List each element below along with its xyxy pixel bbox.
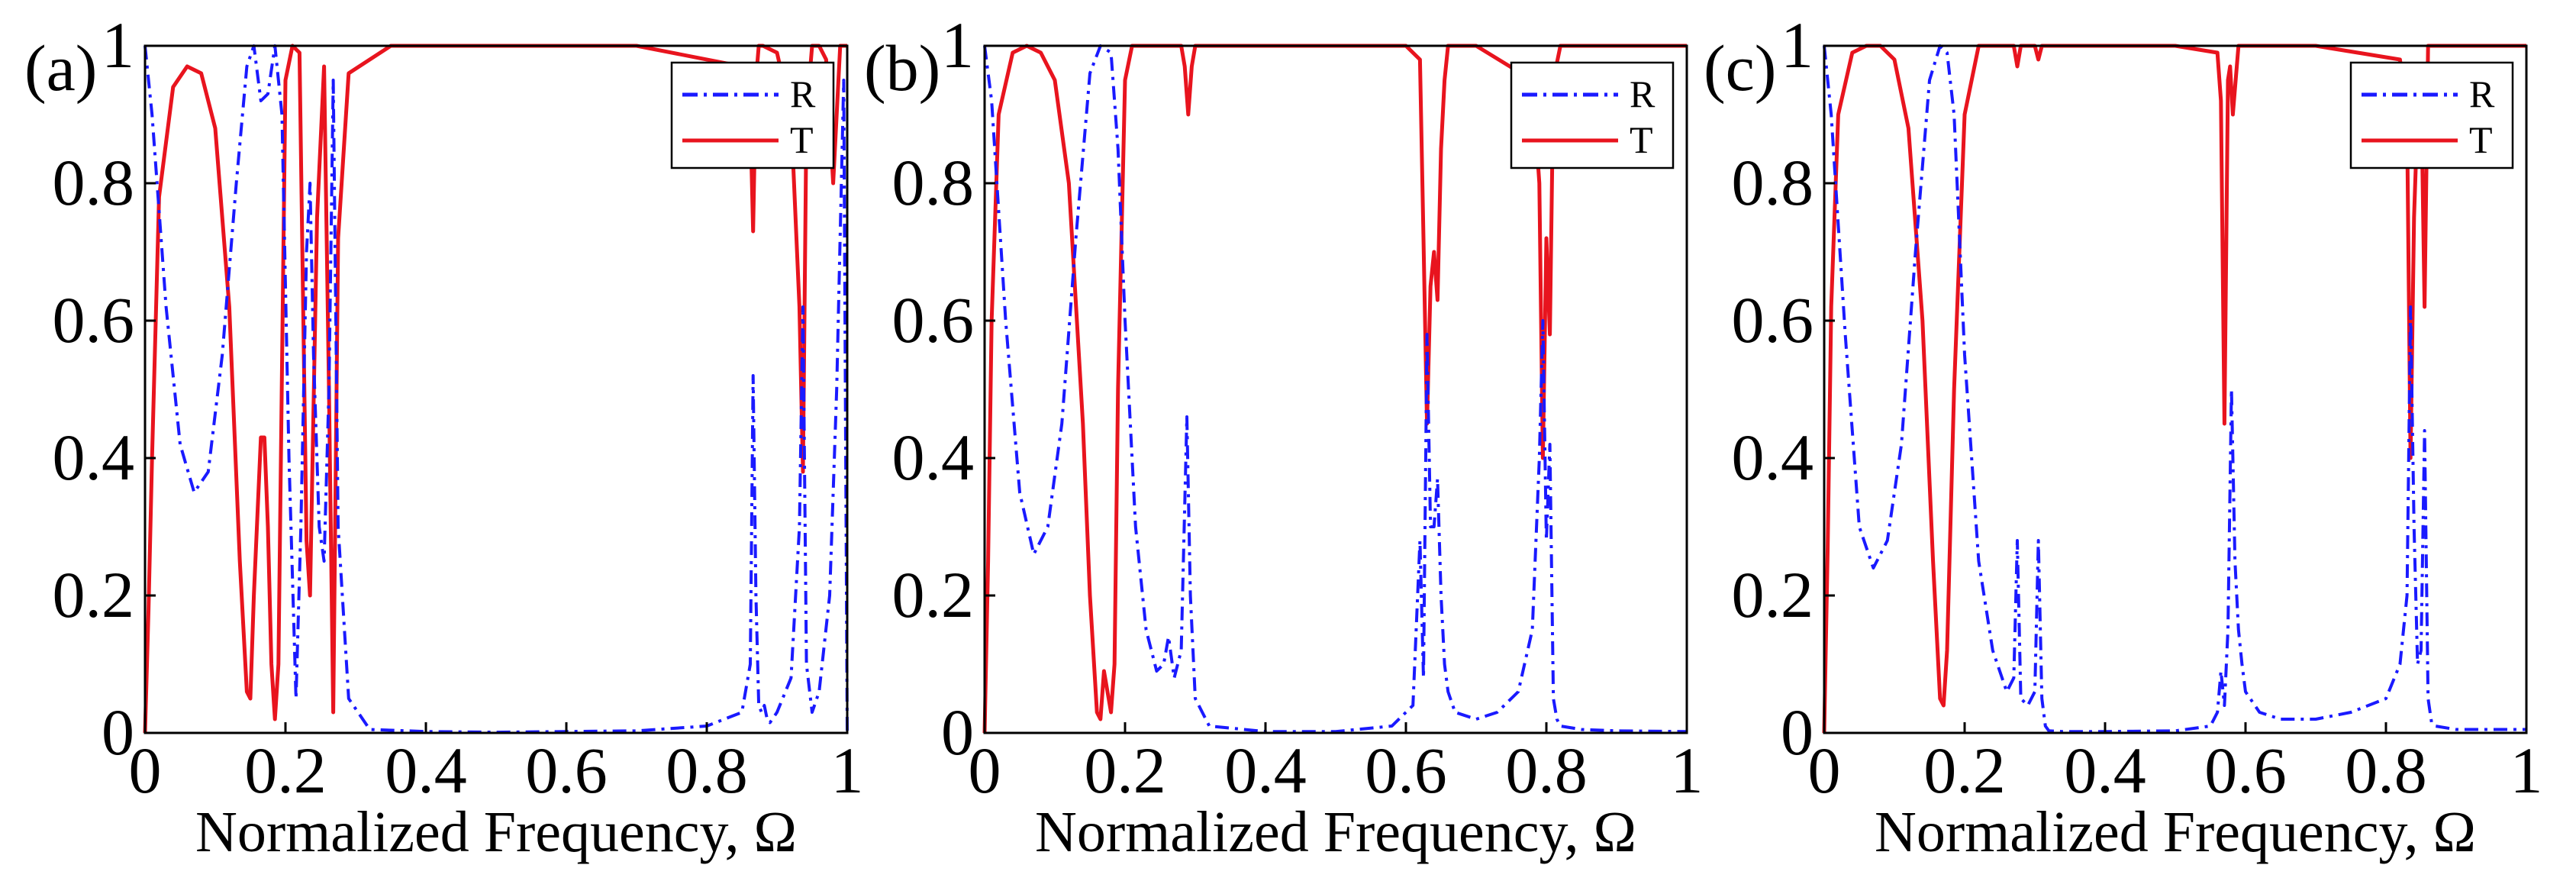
x-tick-label: 1: [2510, 734, 2543, 807]
y-tick-label: 0.8: [1732, 146, 1814, 219]
panel-label: (c): [1704, 31, 1776, 105]
y-tick-label: 1: [941, 8, 974, 82]
x-tick-label: 0.8: [666, 734, 748, 807]
y-tick-label: 0.4: [892, 421, 975, 494]
tick-layer: 0 0.2 0.4 0.6 0.8 1 0 0.2 0.4 0.6 0.8 1: [53, 8, 864, 807]
x-tick-label: 0.4: [2064, 734, 2146, 807]
tick-layer: 0 0.2 0.4 0.6 0.8 1 0 0.2 0.4 0.6 0.8 1: [1732, 8, 2543, 807]
y-tick-label: 0.4: [1732, 421, 1814, 494]
x-tick-label: 0.8: [2345, 734, 2427, 807]
x-axis-label: Normalized Frequency, Ω: [195, 800, 797, 864]
x-tick-label: 0: [129, 734, 162, 807]
panel-a: 0 0.2 0.4 0.6 0.8 1 0 0.2 0.4 0.6 0.8 1 (a) Normali…: [24, 8, 864, 864]
x-tick-label: 0.4: [385, 734, 467, 807]
x-tick-label: 0: [1808, 734, 1841, 807]
y-tick-label: 0: [941, 696, 974, 769]
x-tick-label: 0.6: [525, 734, 608, 807]
y-tick-label: 0: [1781, 696, 1814, 769]
x-tick-label: 1: [831, 734, 864, 807]
x-tick-label: 0.2: [1923, 734, 2006, 807]
panel-label: (b): [864, 31, 940, 105]
series-t-line: [1822, 44, 2526, 734]
y-tick-label: 0.6: [1732, 283, 1814, 357]
series-r-line: [983, 44, 1688, 734]
axes-frame: [143, 44, 849, 734]
series-r-line: [143, 44, 849, 734]
y-tick-label: 0.8: [53, 146, 135, 219]
panel-label: (a): [24, 31, 97, 105]
x-tick-label: 0.6: [1365, 734, 1447, 807]
y-tick-label: 0: [102, 696, 134, 769]
legend-label-r: R: [2469, 73, 2495, 115]
y-tick-label: 0.2: [53, 558, 135, 631]
x-axis-label: Normalized Frequency, Ω: [1875, 800, 2476, 864]
x-tick-label: 0.6: [2204, 734, 2287, 807]
legend-label-r: R: [790, 73, 816, 115]
x-tick-label: 0.2: [244, 734, 327, 807]
series-layer: [143, 44, 849, 734]
x-tick-label: 0.8: [1505, 734, 1588, 807]
y-tick-label: 1: [1781, 8, 1814, 82]
x-tick-label: 0: [969, 734, 1001, 807]
x-axis-label: Normalized Frequency, Ω: [1035, 800, 1636, 864]
y-tick-label: 1: [102, 8, 134, 82]
x-tick-label: 0.2: [1084, 734, 1166, 807]
panel-c: 0 0.2 0.4 0.6 0.8 1 0 0.2 0.4 0.6 0.8 1 (c) Normali…: [1704, 8, 2543, 864]
y-tick-label: 0.2: [892, 558, 975, 631]
y-tick-label: 0.8: [892, 146, 975, 219]
legend: R T: [2349, 61, 2514, 169]
tick-layer: 0 0.2 0.4 0.6 0.8 1 0 0.2 0.4 0.6 0.8 1: [892, 8, 1704, 807]
axes-frame: [983, 44, 1688, 734]
legend: R T: [670, 61, 835, 169]
x-tick-label: 0.4: [1224, 734, 1307, 807]
series-t-line: [143, 44, 847, 734]
y-tick-label: 0.6: [892, 283, 975, 357]
y-tick-label: 0.4: [53, 421, 135, 494]
axes-frame: [1823, 44, 2528, 734]
legend-label-r: R: [1630, 73, 1656, 115]
panel-b: 0 0.2 0.4 0.6 0.8 1 0 0.2 0.4 0.6 0.8 1 (b) Normali…: [864, 8, 1704, 864]
legend-label-t: T: [1630, 118, 1653, 161]
legend: R T: [1510, 61, 1675, 169]
y-tick-label: 0.2: [1732, 558, 1814, 631]
legend-label-t: T: [790, 118, 814, 161]
y-tick-label: 0.6: [53, 283, 135, 357]
legend-label-t: T: [2469, 118, 2493, 161]
x-tick-label: 1: [1671, 734, 1704, 807]
